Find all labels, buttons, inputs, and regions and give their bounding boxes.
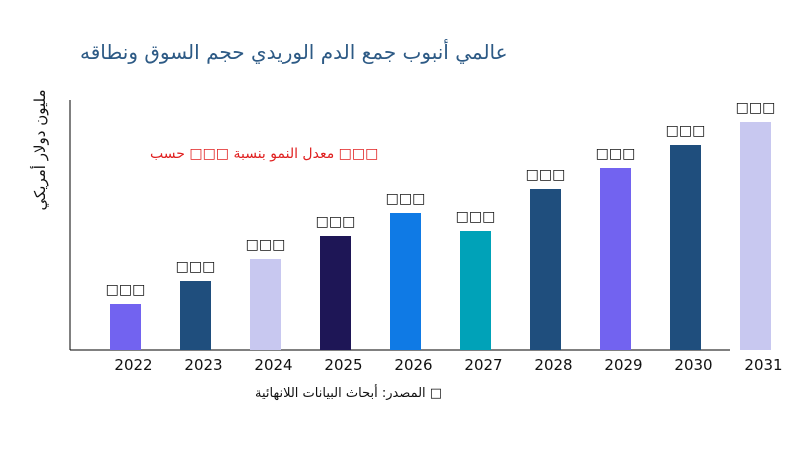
bar-2026 xyxy=(390,213,421,350)
bar-2023 xyxy=(180,281,211,350)
bar-2022 xyxy=(110,304,141,350)
data-label-2025: □□□ xyxy=(316,214,356,230)
data-label-2031: □□□ xyxy=(736,100,776,116)
bar-2030 xyxy=(670,145,701,350)
x-tick-label-2029: 2029 xyxy=(604,356,642,374)
bar-2025 xyxy=(320,236,351,350)
x-tick-label-2031: 2031 xyxy=(744,356,782,374)
source-note: المصدر: أبحاث البيانات اللانهائية □ xyxy=(255,386,443,401)
bar-2029 xyxy=(600,168,631,350)
x-tick-label-2026: 2026 xyxy=(394,356,432,374)
data-label-2026: □□□ xyxy=(386,191,426,207)
x-tick-label-2024: 2024 xyxy=(254,356,292,374)
bar-2028 xyxy=(530,189,561,350)
data-label-2024: □□□ xyxy=(246,237,286,253)
chart-title: عالمي أنبوب جمع الدم الوريدي حجم السوق و… xyxy=(80,40,508,64)
data-label-2030: □□□ xyxy=(666,123,706,139)
data-label-2027: □□□ xyxy=(456,209,496,225)
data-label-2028: □□□ xyxy=(526,167,566,183)
bar-2031 xyxy=(740,122,771,350)
bar-2024 xyxy=(250,259,281,350)
x-tick-label-2027: 2027 xyxy=(464,356,502,374)
x-tick-label-2028: 2028 xyxy=(534,356,572,374)
data-label-2023: □□□ xyxy=(176,259,216,275)
data-label-2022: □□□ xyxy=(106,282,146,298)
x-tick-label-2025: 2025 xyxy=(324,356,362,374)
x-tick-label-2023: 2023 xyxy=(184,356,222,374)
x-tick-label-2022: 2022 xyxy=(114,356,152,374)
data-label-2029: □□□ xyxy=(596,146,636,162)
x-tick-label-2030: 2030 xyxy=(674,356,712,374)
growth-annotation: معدل النمو بنسبة □□□ حسب □□□ xyxy=(150,146,379,162)
bar-2027 xyxy=(460,231,491,350)
